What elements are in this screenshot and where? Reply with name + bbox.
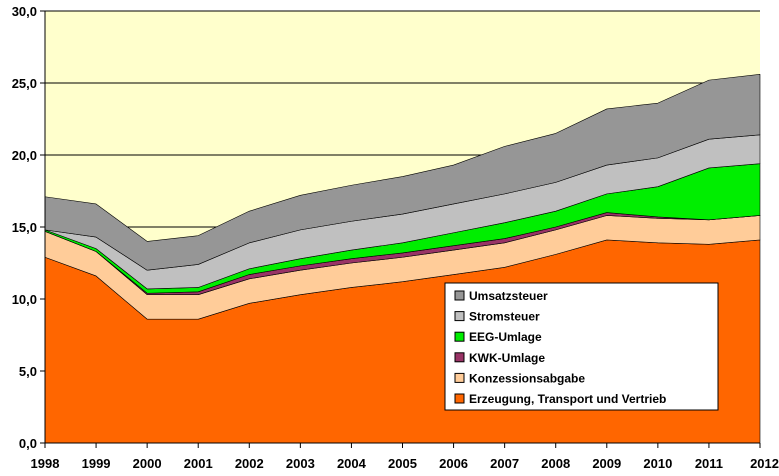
legend-label: Erzeugung, Transport und Vertrieb [469, 392, 666, 406]
x-tick-label: 2005 [388, 456, 417, 471]
y-tick-label: 5,0 [19, 364, 37, 379]
y-tick-label: 25,0 [12, 76, 37, 91]
y-axis-ticks: 0,0 5,0 10,0 15,0 20,0 25,0 30,0 [12, 4, 45, 451]
x-tick-label: 2002 [235, 456, 264, 471]
legend-label: Umsatzsteuer [469, 289, 548, 303]
x-tick-label: 2001 [184, 456, 213, 471]
y-tick-label: 15,0 [12, 220, 37, 235]
x-tick-label: 2003 [286, 456, 315, 471]
x-tick-label: 2006 [439, 456, 468, 471]
area-series-umsatzsteuer [44, 74, 761, 271]
x-tick-label: 2010 [643, 456, 672, 471]
y-tick-label: 0,0 [19, 436, 37, 451]
x-tick-label: 1999 [82, 456, 111, 471]
legend-box [444, 282, 719, 411]
y-tick-label: 10,0 [12, 292, 37, 307]
x-tick-label: 2012 [750, 456, 779, 471]
legend-swatch [454, 352, 465, 363]
legend-swatch [454, 372, 465, 383]
x-tick-label: 1998 [31, 456, 60, 471]
x-tick-label: 2004 [337, 456, 367, 471]
legend-label: Konzessionsabgabe [469, 371, 585, 385]
x-tick-label: 2007 [490, 456, 519, 471]
legend-label: EEG-Umlage [469, 330, 542, 344]
legend-label: Stromsteuer [469, 310, 540, 324]
x-tick-label: 2009 [592, 456, 621, 471]
x-tick-label: 2011 [695, 456, 723, 471]
legend-swatch [454, 290, 465, 301]
legend-label: KWK-Umlage [469, 351, 545, 365]
x-axis-ticks: 1998 1999 2000 2001 2002 2003 2004 2005 2006 2007… [31, 443, 779, 471]
legend-swatch [454, 393, 465, 404]
legend-swatch [454, 331, 465, 342]
x-tick-label: 2008 [541, 456, 570, 471]
x-tick-label: 2000 [133, 456, 162, 471]
legend-swatch [454, 311, 465, 322]
legend: Umsatzsteuer Stromsteuer EEG-Umlage KWK-Uml… [444, 282, 719, 411]
y-tick-label: 30,0 [12, 4, 37, 19]
y-tick-label: 20,0 [12, 148, 37, 163]
